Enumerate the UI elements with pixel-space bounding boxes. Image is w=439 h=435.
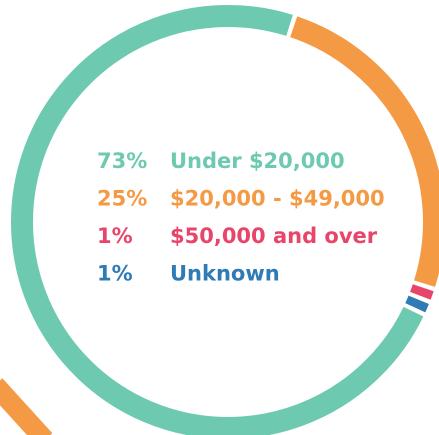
- legend-label: $50,000 and over: [170, 224, 378, 248]
- legend-label: $20,000 - $49,000: [170, 187, 385, 211]
- legend: 73% Under $20,000 25% $20,000 - $49,000 1% $5…: [97, 149, 385, 286]
- decor-stroke: [0, 378, 53, 435]
- legend-percent: 1%: [97, 224, 133, 248]
- legend-percent: 73%: [97, 149, 147, 173]
- legend-percent: 25%: [97, 187, 147, 211]
- donut-segment: [405, 295, 429, 313]
- donut-segment: [11, 5, 424, 435]
- legend-label: Under $20,000: [170, 149, 345, 173]
- legend-percent: 1%: [97, 262, 133, 286]
- donut-segment: [290, 16, 439, 287]
- legend-label: Unknown: [170, 262, 280, 286]
- donut-ring: [11, 5, 439, 435]
- donut-segment: [410, 284, 434, 300]
